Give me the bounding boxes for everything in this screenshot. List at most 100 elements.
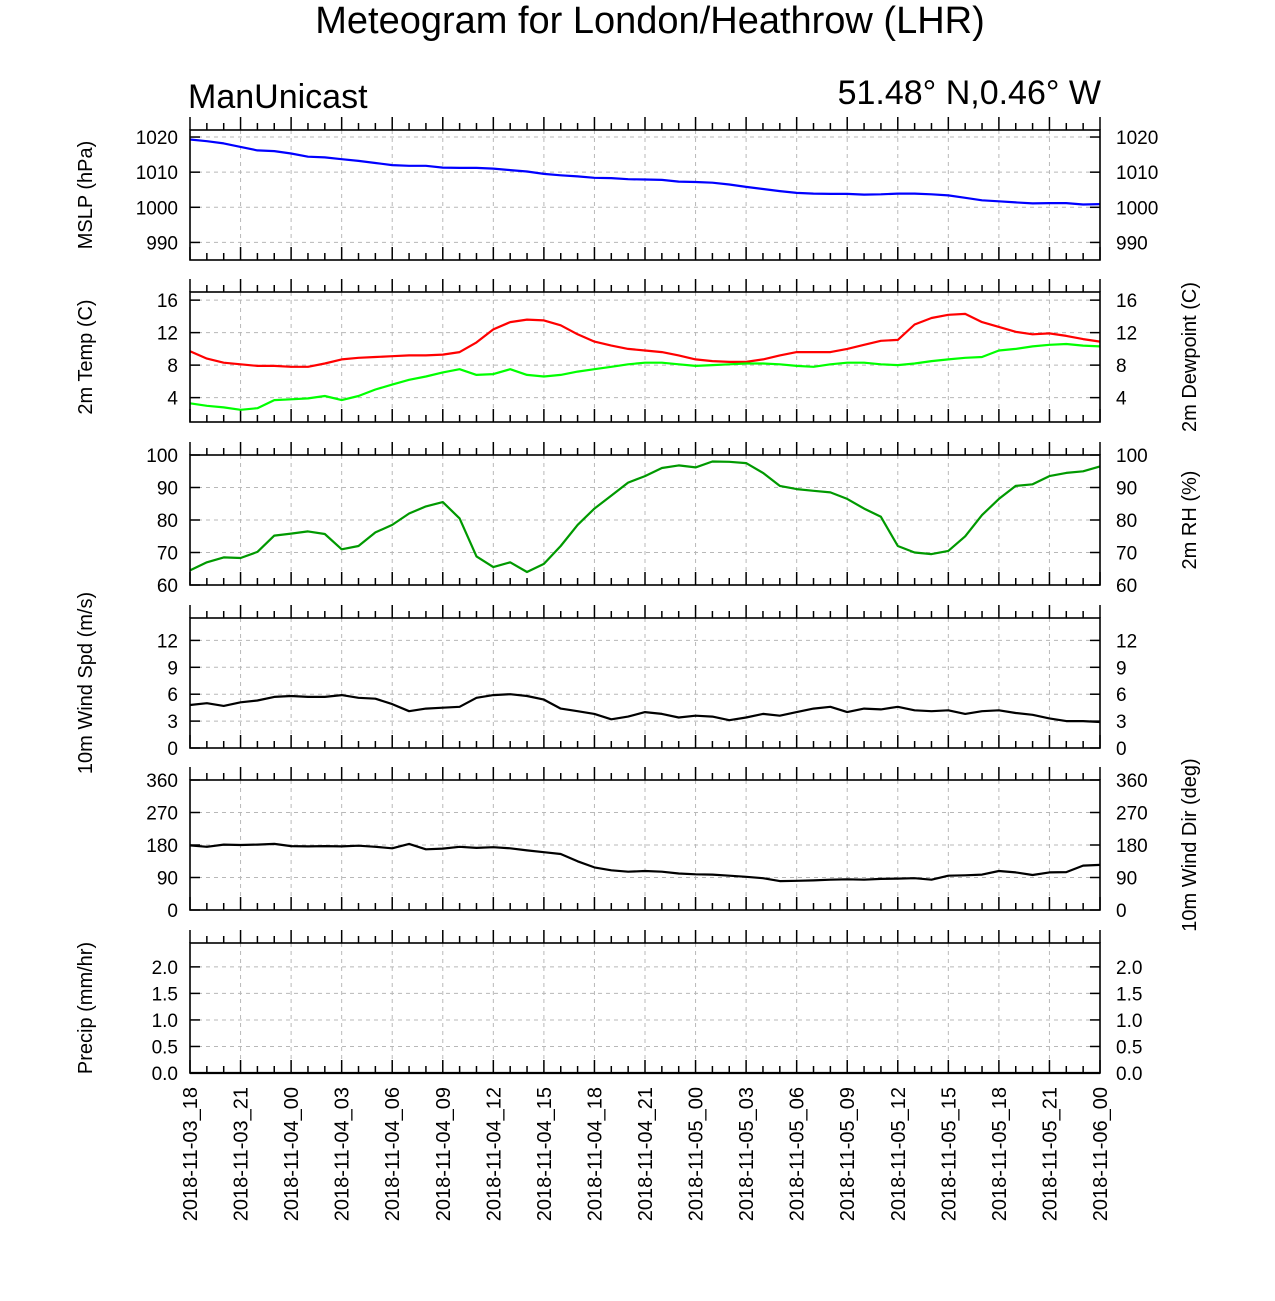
ytick-label-left: 80 — [157, 511, 178, 532]
xtick-label: 2018-11-03_18 — [180, 1087, 202, 1221]
panel-mslp: 990 990 1000 1000 1010 1010 1020 1020 MSLP (hPa) — [75, 117, 1158, 261]
ytick-label-right: 270 — [1116, 804, 1148, 825]
ytick-label-right: 2.0 — [1116, 958, 1142, 979]
ytick-label-left: 1020 — [136, 128, 178, 149]
ytick-label-right: 1.5 — [1116, 984, 1142, 1005]
ytick-label-right: 12 — [1116, 631, 1137, 652]
ytick-label-left: 180 — [146, 836, 178, 857]
ytick-label-left: 12 — [157, 324, 178, 345]
xtick-label: 2018-11-04_03 — [332, 1087, 354, 1221]
ytick-label-right: 0.0 — [1116, 1064, 1142, 1085]
series-2m-temp — [189, 312, 1101, 368]
ylabel-left: MSLP (hPa) — [75, 141, 97, 250]
ytick-label-right: 4 — [1116, 389, 1127, 410]
ytick-label-left: 0 — [167, 901, 178, 922]
ytick-label-right: 90 — [1116, 869, 1137, 890]
ytick-label-right: 70 — [1116, 544, 1137, 565]
xtick-label: 2018-11-05_06 — [787, 1087, 809, 1221]
ylabel-right: 2m Dewpoint (C) — [1179, 282, 1201, 432]
xtick-label: 2018-11-04_15 — [534, 1087, 556, 1221]
ytick-label-right: 990 — [1116, 233, 1148, 254]
ytick-label-left: 60 — [157, 576, 178, 597]
panel-frame — [189, 454, 1101, 586]
ytick-label-left: 1.0 — [152, 1011, 178, 1032]
series-2m-dewpoint — [189, 342, 1101, 411]
panel-frame — [189, 779, 1101, 911]
xtick-label: 2018-11-05_03 — [736, 1087, 758, 1221]
xtick-label: 2018-11-05_00 — [686, 1087, 708, 1221]
ytick-label-left: 100 — [146, 446, 178, 467]
ytick-label-left: 0.5 — [152, 1037, 178, 1058]
ytick-label-left: 270 — [146, 804, 178, 825]
xtick-label: 2018-11-04_06 — [382, 1087, 404, 1221]
ytick-label-right: 1010 — [1116, 163, 1158, 184]
panel-temp: 4 4 8 8 12 12 16 16 2m Temp (C) 2m Dewpoint (C) — [75, 279, 1201, 432]
ytick-label-left: 3 — [167, 712, 178, 733]
ytick-label-left: 16 — [157, 291, 178, 312]
ytick-label-left: 9 — [167, 658, 178, 679]
panel-frame — [189, 617, 1101, 749]
ytick-label-left: 0 — [167, 739, 178, 760]
ytick-label-left: 990 — [146, 233, 178, 254]
ytick-label-right: 1000 — [1116, 198, 1158, 219]
series-10m-wind-dir — [189, 842, 1101, 883]
xtick-label: 2018-11-04_12 — [483, 1087, 505, 1221]
panel-frame — [189, 129, 1101, 261]
ytick-label-right: 8 — [1116, 356, 1127, 377]
ytick-label-right: 180 — [1116, 836, 1148, 857]
ytick-label-right: 360 — [1116, 771, 1148, 792]
chart-title: Meteogram for London/Heathrow (LHR) — [315, 0, 985, 42]
location-label: 51.48° N,0.46° W — [837, 74, 1101, 112]
xtick-label: 2018-11-04_09 — [433, 1087, 455, 1221]
ytick-label-right: 100 — [1116, 446, 1148, 467]
ytick-label-left: 8 — [167, 356, 178, 377]
ytick-label-left: 2.0 — [152, 958, 178, 979]
ytick-label-right: 80 — [1116, 511, 1137, 532]
ytick-label-left: 1.5 — [152, 984, 178, 1005]
xtick-label: 2018-11-05_09 — [837, 1087, 859, 1221]
xtick-label: 2018-11-03_21 — [231, 1087, 253, 1221]
series-mslp — [189, 138, 1101, 206]
ytick-label-right: 60 — [1116, 576, 1137, 597]
ytick-label-right: 0 — [1116, 901, 1127, 922]
xtick-label: 2018-11-04_21 — [635, 1087, 657, 1221]
xtick-label: 2018-11-06_00 — [1090, 1087, 1112, 1221]
series-2m-rh — [189, 460, 1101, 574]
xtick-label: 2018-11-05_12 — [888, 1087, 910, 1221]
ytick-label-right: 12 — [1116, 324, 1137, 345]
panel-wdir: 0 0 90 90 180 180 270 270 360 360 10m Wind Dir (de… — [146, 758, 1201, 931]
panel-rh: 60 60 70 70 80 80 90 90 100 100 2m RH (%) — [146, 442, 1201, 597]
ylabel-left: 2m Temp (C) — [75, 299, 97, 414]
xtick-label: 2018-11-04_18 — [584, 1087, 606, 1221]
xtick-label: 2018-11-05_18 — [989, 1087, 1011, 1221]
ylabel-right: 2m RH (%) — [1179, 471, 1201, 570]
ytick-label-left: 12 — [157, 631, 178, 652]
ytick-label-right: 0 — [1116, 739, 1127, 760]
ytick-label-right: 0.5 — [1116, 1037, 1142, 1058]
ytick-label-right: 6 — [1116, 685, 1127, 706]
panel-precip: 0.0 0.0 0.5 0.5 1.0 1.0 1.5 1.5 2.0 2.0 Precip (mm… — [75, 930, 1142, 1085]
series-10m-wind-spd — [189, 693, 1101, 724]
ytick-label-left: 70 — [157, 544, 178, 565]
ytick-label-left: 1010 — [136, 163, 178, 184]
ylabel-right: 10m Wind Dir (deg) — [1179, 758, 1201, 931]
ytick-label-left: 1000 — [136, 198, 178, 219]
ytick-label-right: 3 — [1116, 712, 1127, 733]
ytick-label-right: 9 — [1116, 658, 1127, 679]
panel-frame — [189, 291, 1101, 423]
ytick-label-left: 90 — [157, 869, 178, 890]
ytick-label-left: 0.0 — [152, 1064, 178, 1085]
ylabel-left: 10m Wind Spd (m/s) — [75, 592, 97, 774]
ytick-label-right: 16 — [1116, 291, 1137, 312]
ytick-label-left: 6 — [167, 685, 178, 706]
xtick-label: 2018-11-05_21 — [1039, 1087, 1061, 1221]
ytick-label-left: 360 — [146, 771, 178, 792]
ytick-label-right: 90 — [1116, 479, 1137, 500]
ylabel-left: Precip (mm/hr) — [75, 942, 97, 1074]
xtick-label: 2018-11-04_00 — [281, 1087, 303, 1221]
panel-frame — [189, 942, 1101, 1074]
panel-wspd: 0 0 3 3 6 6 9 9 12 12 10m Wind Spd (m/s) — [75, 592, 1137, 774]
xtick-label: 2018-11-05_15 — [938, 1087, 960, 1221]
ytick-label-left: 4 — [167, 389, 178, 410]
